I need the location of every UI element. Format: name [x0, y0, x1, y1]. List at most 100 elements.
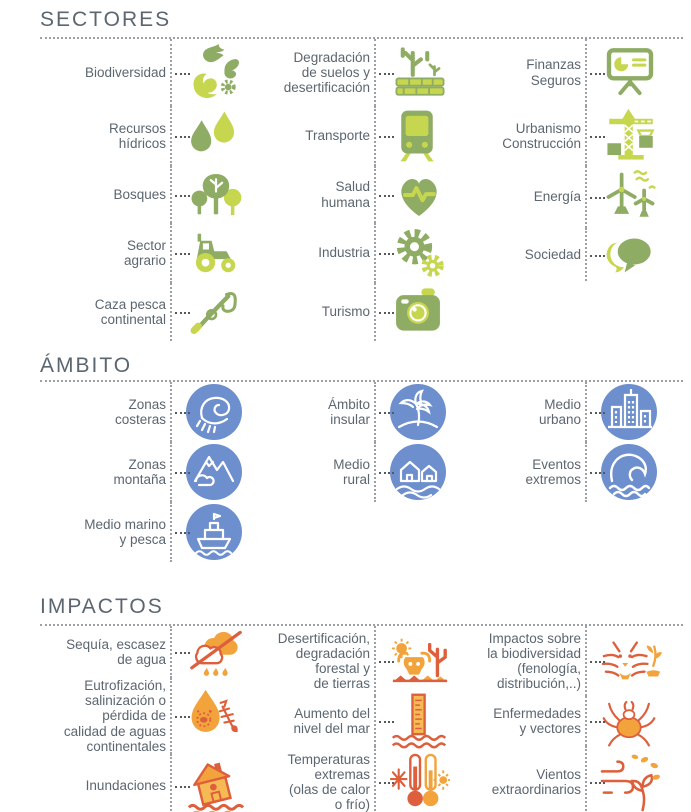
legend-row-transporte: Transporte: [254, 106, 459, 166]
label-cell: Salud humana: [254, 166, 374, 223]
label-cell: Turismo: [254, 283, 374, 341]
icon-cell: [374, 693, 459, 749]
label-cell: Zonas montaña: [40, 442, 170, 502]
icon-cell: [170, 283, 254, 341]
wind-turbines-icon: [606, 170, 656, 217]
row-label: Eventos extremos: [525, 456, 581, 487]
icon-cell: [374, 442, 459, 502]
row-label: Finanzas Seguros: [526, 57, 581, 88]
soil-degradation-icon: [395, 46, 445, 96]
icon-cell: [374, 166, 459, 223]
sectores-columns: Biodiversidad Recursos hídricos: [40, 39, 683, 341]
rural-village-icon: [390, 444, 446, 500]
row-label: Turismo: [321, 304, 370, 320]
legend-row-medio-urbano: Medio urbano: [459, 382, 683, 442]
label-cell: Aumento del nivel del mar: [254, 696, 374, 746]
no-rain-cloud-icon: [190, 630, 242, 676]
icon-cell: [585, 39, 683, 106]
label-cell: Sociedad: [459, 228, 585, 281]
construction-crane-icon: [607, 108, 655, 160]
sectores-title: SECTORES: [40, 8, 172, 31]
label-cell: Finanzas Seguros: [459, 39, 585, 106]
impactos-column-1: Sequía, escasez de agua: [40, 626, 254, 812]
row-label: Medio urbano: [538, 396, 581, 427]
row-label: Recursos hídricos: [108, 120, 166, 151]
polluted-drop-fishbone-icon: [191, 689, 238, 733]
label-cell: Sequía, escasez de agua: [40, 626, 170, 678]
section-ambito: ÁMBITO Zonas costeras: [40, 355, 683, 562]
gears-icon: [396, 228, 444, 277]
mountain-icon: [186, 444, 242, 500]
label-cell: Ámbito insular: [254, 382, 374, 442]
section-sectores: SECTORES Biodiversidad: [40, 0, 683, 341]
lynx-icon: [601, 641, 662, 680]
legend-row-inundaciones: Inundaciones: [40, 754, 254, 812]
legend-row-sociedad: Sociedad: [459, 228, 683, 281]
label-cell: Medio marino y pesca: [40, 502, 170, 562]
hot-cold-thermometers-icon: [389, 753, 450, 807]
icon-cell: [585, 746, 683, 812]
wind-bent-tree-icon: [600, 754, 660, 812]
legend-row-zonas-costeras: Zonas costeras: [40, 382, 254, 442]
impactos-column-2: Desertificación, degradación forestal y …: [254, 626, 459, 812]
icon-cell: [170, 754, 254, 812]
row-label: Sequía, escasez de agua: [66, 636, 166, 667]
label-cell: Medio rural: [254, 442, 374, 502]
icon-cell: [170, 223, 254, 283]
row-label: Bosques: [113, 186, 166, 202]
icon-cell: [170, 106, 254, 166]
legend-row-desertificacion: Desertificación, degradación forestal y …: [254, 626, 459, 696]
icon-cell: [374, 626, 459, 696]
row-label: Inundaciones: [85, 778, 166, 794]
ambito-columns: Zonas costeras Zonas montaña: [40, 382, 683, 562]
legend-row-finanzas-seguros: Finanzas Seguros: [459, 39, 683, 106]
section-impactos: IMPACTOS Sequía, escasez de agua: [40, 596, 683, 812]
label-cell: Recursos hídricos: [40, 106, 170, 166]
icon-cell: [374, 223, 459, 283]
big-wave-icon: [601, 444, 657, 500]
legend-row-urbanismo-construccion: Urbanismo Construcción: [459, 106, 683, 166]
icon-cell: [374, 39, 459, 106]
icon-cell: [374, 106, 459, 166]
impactos-title: IMPACTOS: [40, 595, 164, 618]
icon-cell: [170, 382, 254, 442]
legend-row-medio-marino: Medio marino y pesca: [40, 502, 254, 562]
train-icon: [400, 110, 434, 162]
row-label: Zonas montaña: [113, 456, 166, 487]
label-cell: Eventos extremos: [459, 442, 585, 502]
tick-icon: [602, 700, 656, 747]
label-cell: Sector agrario: [40, 223, 170, 283]
speech-bubbles-icon: [606, 238, 651, 272]
row-label: Temperaturas extremas (olas de calor o f…: [287, 751, 370, 812]
desert-skull-icon: [391, 638, 448, 683]
sectores-column-3: Finanzas Seguros Urbanismo Construcción: [459, 39, 683, 281]
sea-level-gauge-icon: [391, 693, 447, 749]
icon-cell: [374, 746, 459, 812]
icon-cell: [170, 166, 254, 223]
label-cell: Bosques: [40, 166, 170, 223]
legend-row-ambito-insular: Ámbito insular: [254, 382, 459, 442]
biodiversity-icon: [193, 43, 239, 98]
ambito-dotted-divider: [40, 380, 683, 382]
label-cell: Medio urbano: [459, 382, 585, 442]
legend-row-bosques: Bosques: [40, 166, 254, 223]
label-cell: Desertificación, degradación forestal y …: [254, 626, 374, 696]
palm-island-icon: [390, 384, 446, 440]
heart-pulse-icon: [401, 178, 437, 216]
impactos-column-3: Impactos sobre la biodiversidad (fenolog…: [459, 626, 683, 812]
legend-row-turismo: Turismo: [254, 283, 459, 341]
impactos-dotted-divider: [40, 624, 683, 626]
row-label: Sector agrario: [123, 237, 166, 268]
city-buildings-icon: [601, 384, 657, 440]
icon-cell: [170, 678, 254, 754]
fishing-rod-icon: [190, 291, 237, 334]
sectores-column-1: Biodiversidad Recursos hídricos: [40, 39, 254, 341]
seashell-icon: [186, 384, 242, 440]
row-label: Aumento del nivel del mar: [293, 705, 370, 736]
row-label: Medio marino y pesca: [84, 516, 166, 547]
row-label: Impactos sobre la biodiversidad (fenolog…: [487, 630, 581, 692]
row-label: Zonas costeras: [114, 396, 166, 427]
label-cell: Inundaciones: [40, 754, 170, 812]
impactos-columns: Sequía, escasez de agua: [40, 626, 683, 812]
legend-row-industria: Industria: [254, 223, 459, 283]
